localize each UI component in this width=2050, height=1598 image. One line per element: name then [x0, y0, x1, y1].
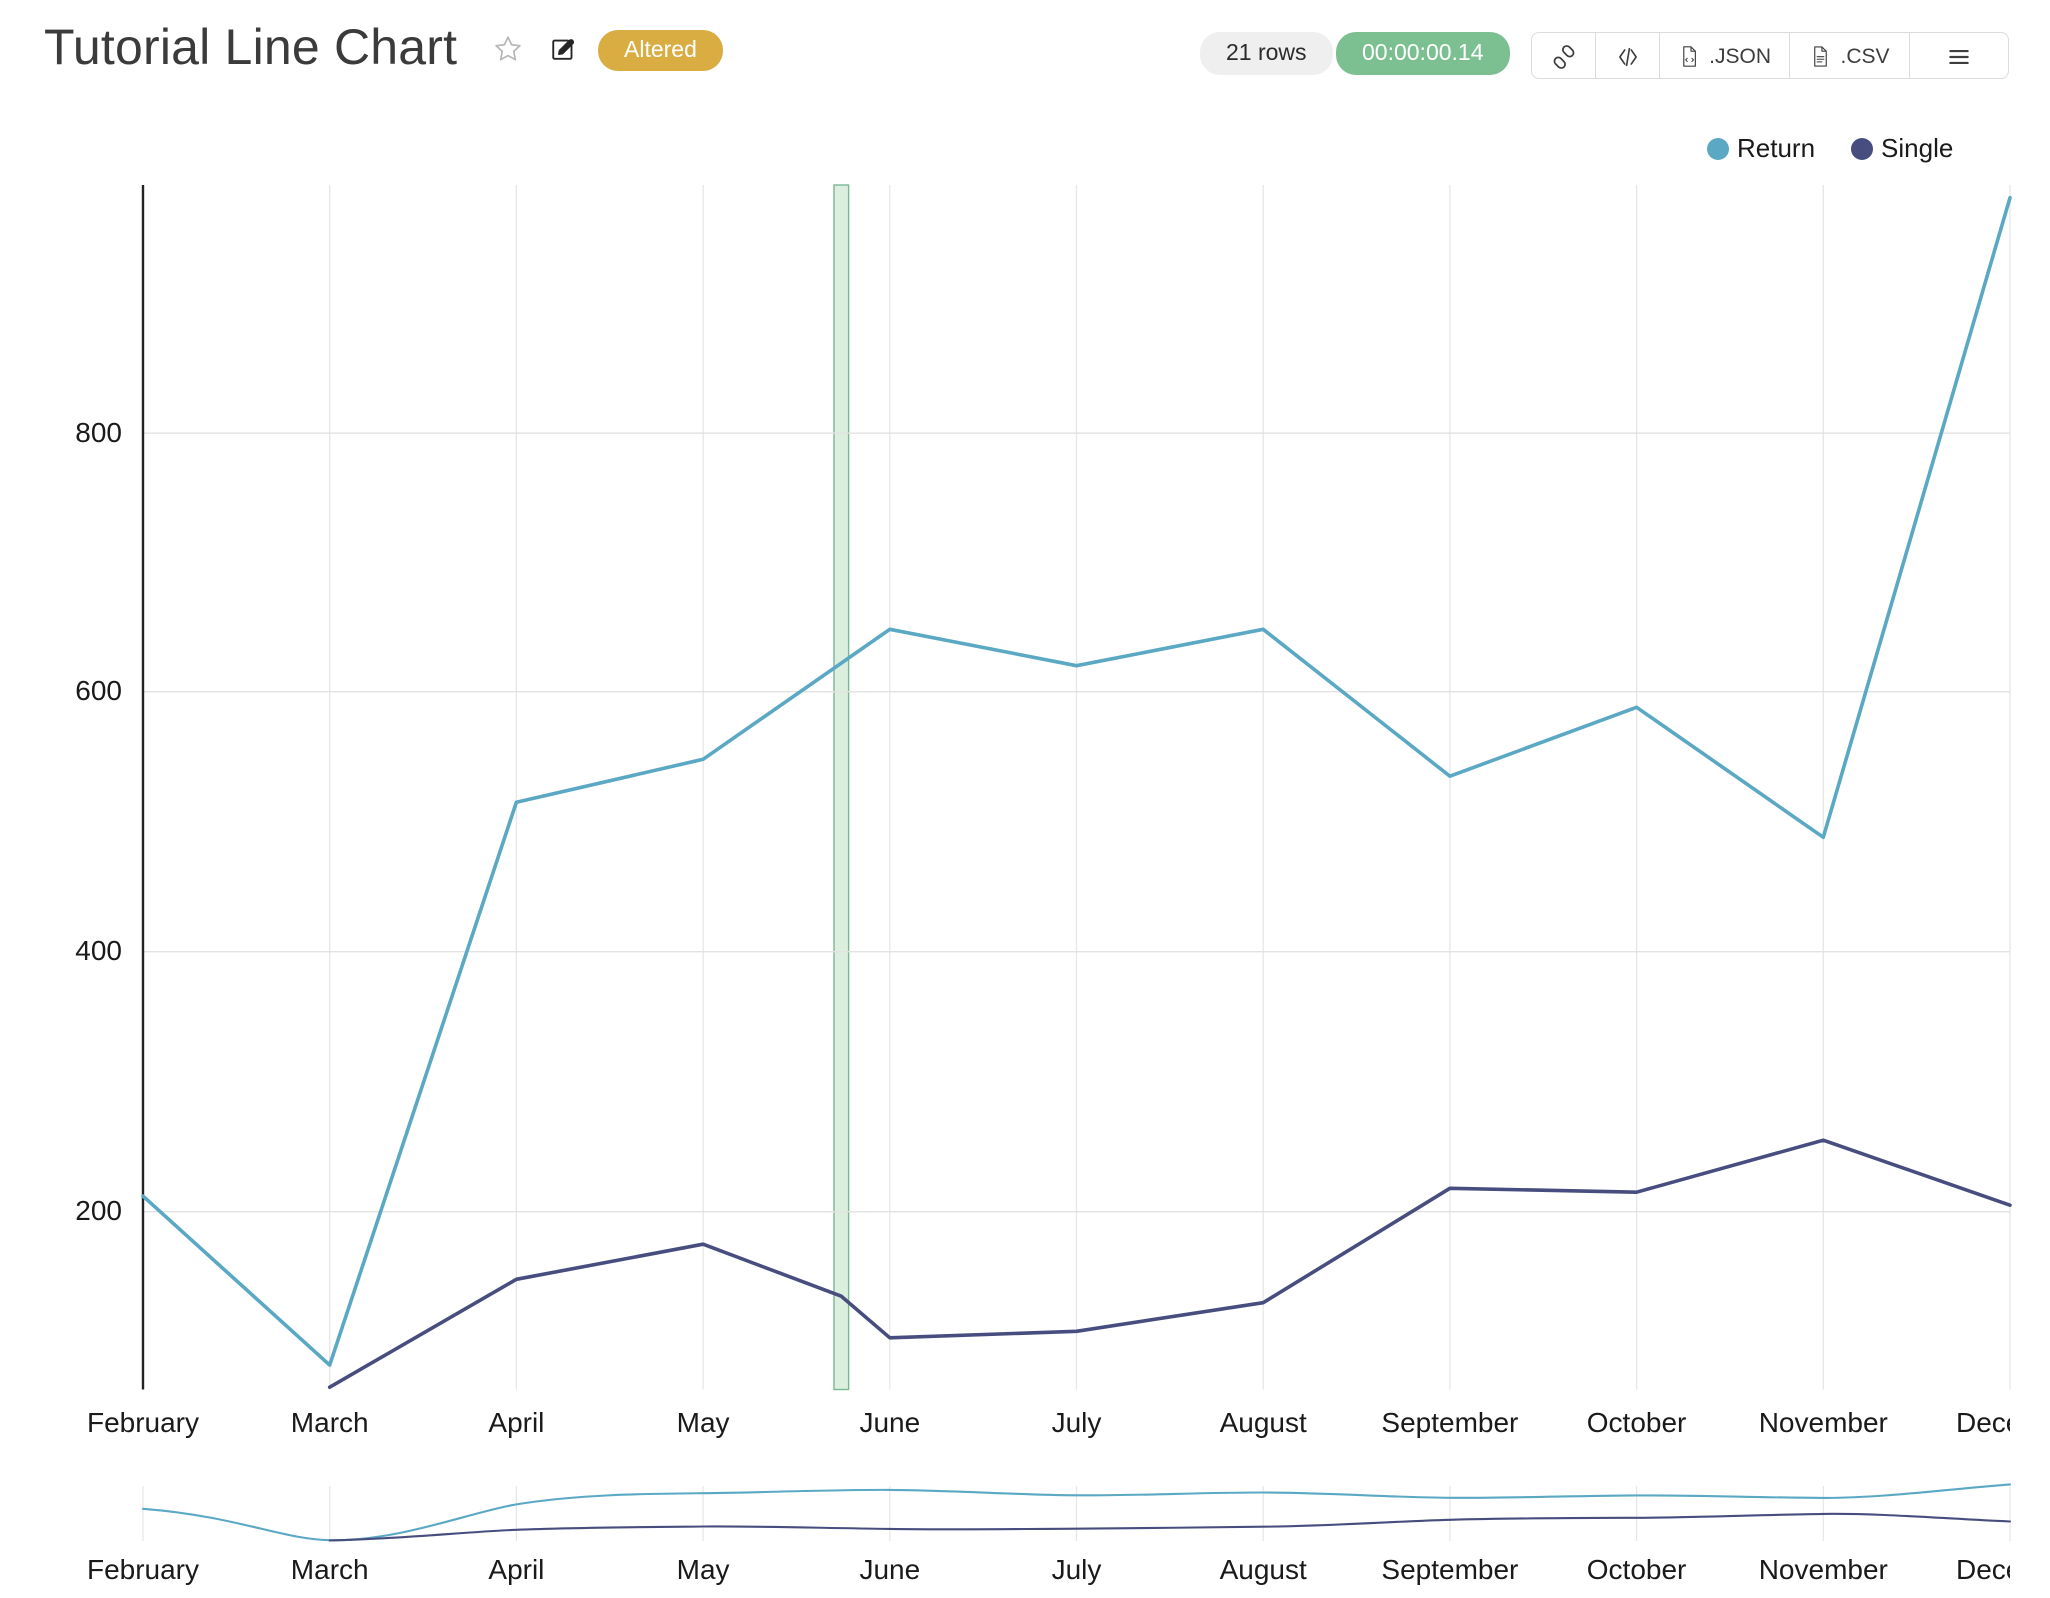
svg-text:October: October [1587, 1407, 1687, 1438]
svg-text:March: March [291, 1554, 369, 1585]
svg-text:400: 400 [75, 935, 122, 966]
svg-text:December: December [1956, 1407, 2050, 1438]
svg-text:September: September [1381, 1407, 1518, 1438]
svg-text:200: 200 [75, 1195, 122, 1226]
svg-text:July: July [1052, 1554, 1102, 1585]
svg-text:September: September [1381, 1554, 1518, 1585]
svg-text:November: November [1759, 1407, 1888, 1438]
svg-text:April: April [488, 1554, 544, 1585]
svg-text:August: August [1220, 1554, 1307, 1585]
svg-text:May: May [677, 1554, 730, 1585]
svg-text:December: December [1956, 1554, 2050, 1585]
svg-text:October: October [1587, 1554, 1687, 1585]
svg-text:February: February [87, 1407, 199, 1438]
svg-text:June: June [859, 1407, 920, 1438]
svg-text:April: April [488, 1407, 544, 1438]
svg-text:600: 600 [75, 675, 122, 706]
svg-text:November: November [1759, 1554, 1888, 1585]
svg-text:August: August [1220, 1407, 1307, 1438]
svg-text:800: 800 [75, 417, 122, 448]
svg-text:March: March [291, 1407, 369, 1438]
svg-text:May: May [677, 1407, 730, 1438]
svg-text:July: July [1052, 1407, 1102, 1438]
svg-text:February: February [87, 1554, 199, 1585]
svg-text:June: June [859, 1554, 920, 1585]
